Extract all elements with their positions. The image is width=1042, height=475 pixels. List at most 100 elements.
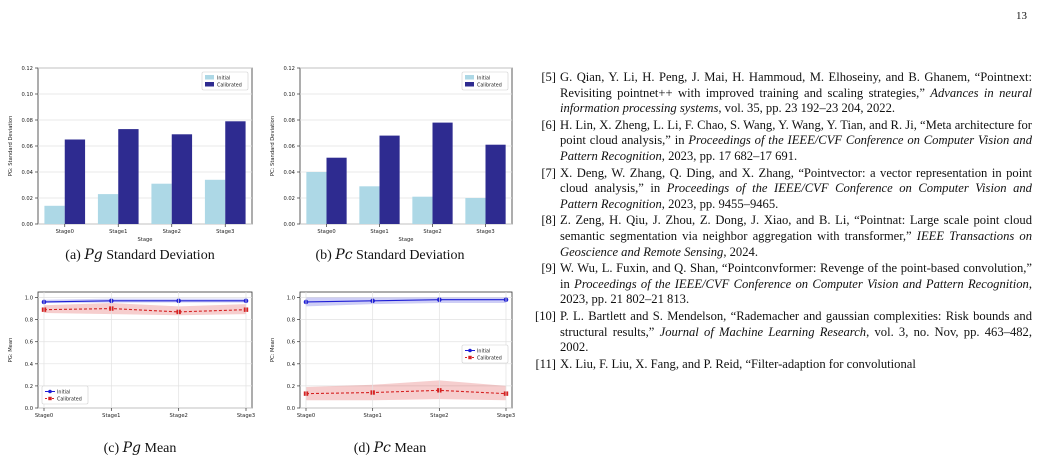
y-axis-label: PG: Mean — [8, 338, 14, 363]
legend-swatch — [205, 75, 214, 80]
chart-d-svg: 0.0 0.2 0.4 0.6 0.8 1.0 PC: Mean Stage0 Stage1 St… — [270, 291, 515, 419]
reference-text: Z. Zeng, H. Qiu, J. Zhou, Z. Dong, J. Xi… — [560, 213, 1032, 243]
y-tick-label: 0.0 — [287, 406, 295, 412]
caption-b: (b) Pc Standard Deviation — [315, 247, 465, 263]
series-line — [305, 389, 507, 395]
y-tick-label: 0.4 — [287, 362, 296, 368]
y-tick-label: 0.2 — [287, 384, 295, 390]
legend-marker — [468, 348, 472, 353]
x-tick-label: Stage2 — [423, 229, 441, 235]
series-line — [43, 300, 246, 303]
legend-label: Initial — [57, 389, 70, 395]
legend-label: Calibrated — [477, 82, 502, 88]
caption-d: (d) Pc Mean — [353, 440, 427, 456]
y-tick-label: 0.02 — [21, 196, 33, 202]
bar — [118, 129, 139, 224]
caption-a: (a) Pg Standard Deviation — [65, 247, 215, 263]
y-tick-label: 0.10 — [21, 92, 33, 98]
x-tick-label: Stage2 — [170, 413, 188, 419]
y-tick-label: 0.8 — [25, 318, 33, 324]
x-axis-label: Stage — [138, 237, 153, 243]
y-tick-label: 0.6 — [287, 340, 295, 346]
confidence-band — [306, 380, 506, 401]
y-axis-label: PG: Standard Deviation — [8, 116, 14, 177]
y-tick-label: 0.12 — [283, 66, 295, 72]
legend-label: Initial — [477, 75, 490, 81]
reference-text: , 2024. — [723, 244, 758, 259]
y-tick-label: 1.0 — [25, 296, 33, 302]
legend-box — [461, 344, 509, 364]
reference-number: [9] — [541, 261, 556, 276]
reference-text: , 2023, pp. 21 802–21 813. — [560, 276, 1032, 307]
legend-label: Calibrated — [477, 355, 502, 361]
y-tick-label: 0.00 — [21, 222, 33, 228]
x-tick-label: Stage3 — [476, 229, 494, 235]
reference-text: , 2023, pp. 9455–9465. — [661, 196, 779, 211]
reference-item: [10] P. L. Bartlett and S. Mendelson, “Ra… — [524, 309, 1032, 356]
x-tick-label: Stage0 — [56, 229, 74, 235]
chart-panel-c: 0.0 0.2 0.4 0.6 0.8 1.0 PG: Mean Stage0 Stage1 St… — [0, 284, 260, 424]
bar — [485, 144, 506, 224]
y-tick-label: 0.08 — [21, 118, 33, 124]
bar — [44, 205, 65, 224]
legend-swatch — [205, 82, 214, 87]
page-number: 13 — [1016, 10, 1027, 22]
x-tick-label: Stage1 — [364, 413, 382, 419]
y-tick-label: 0.2 — [25, 384, 33, 390]
reference-text: X. Deng, W. Zhang, Q. Ding, and X. Zhang… — [560, 165, 1032, 196]
bar — [151, 183, 172, 224]
y-tick-label: 1.0 — [287, 296, 295, 302]
reference-item: [8] Z. Zeng, H. Qiu, J. Zhou, Z. Dong, J.… — [524, 213, 1032, 260]
reference-venue: Journal of Machine Learning Research — [659, 324, 867, 339]
bar — [97, 194, 119, 224]
y-tick-label: 0.06 — [21, 144, 33, 150]
legend-swatch — [465, 82, 474, 87]
bar — [306, 172, 327, 224]
y-tick-label: 0.6 — [25, 340, 33, 346]
x-axis-label: Stage — [399, 237, 414, 243]
x-tick-label: Stage1 — [370, 229, 388, 235]
x-tick-label: Stage2 — [163, 229, 181, 235]
y-tick-label: 0.00 — [283, 222, 295, 228]
legend-marker — [48, 396, 52, 401]
reference-number: [8] — [541, 213, 556, 228]
legend-marker — [468, 355, 472, 360]
bar — [225, 121, 246, 224]
bar — [204, 179, 226, 224]
y-tick-label: 0.02 — [283, 196, 295, 202]
reference-number: [6] — [541, 117, 556, 132]
x-tick-label: Stage1 — [102, 413, 120, 419]
x-tick-label: Stage0 — [317, 229, 335, 235]
y-tick-label: 0.8 — [287, 318, 295, 324]
x-tick-label: Stage0 — [35, 413, 53, 419]
legend-label: Calibrated — [217, 82, 242, 88]
y-tick-label: 0.04 — [283, 170, 295, 176]
reference-text: H. Lin, X. Zheng, L. Li, F. Chao, S. Wan… — [560, 117, 1032, 148]
y-axis-label: PC: Mean — [270, 338, 276, 362]
reference-text: , 2023, pp. 17 682–17 691. — [661, 148, 798, 163]
reference-venue: Advances in neural information processin… — [560, 85, 1032, 116]
reference-venue: Proceedings of the IEEE/CVF Conference o… — [574, 276, 1029, 291]
reference-text: G. Qian, Y. Li, H. Peng, J. Mai, H. Hamm… — [560, 70, 1032, 100]
x-tick-label: Stage3 — [216, 229, 234, 235]
reference-text: , vol. 3, no. Nov, pp. 463–482, 2002. — [560, 324, 1032, 355]
legend-marker — [48, 389, 52, 394]
series-line — [305, 299, 506, 303]
chart-panel-d: 0.0 0.2 0.4 0.6 0.8 1.0 PC: Mean Stage0 Stage1 St… — [262, 284, 520, 424]
reference-number: [7] — [541, 165, 556, 180]
bar — [326, 157, 347, 224]
bar — [171, 134, 193, 224]
y-tick-label: 0.12 — [21, 66, 33, 72]
figure-area: 0.00 0.02 0.04 0.06 0.08 0.10 0.12 PG: Standard… — [0, 0, 520, 475]
series-line — [43, 308, 247, 313]
chart-panel-b: 0.00 0.02 0.04 0.06 0.08 0.10 0.12 PC: Standard… — [262, 62, 520, 244]
legend-label: Initial — [477, 348, 490, 354]
legend-label: Initial — [217, 75, 230, 81]
reference-number: [10] — [535, 308, 556, 323]
y-axis-label: PC: Standard Deviation — [270, 116, 276, 176]
chart-b-svg: 0.00 0.02 0.04 0.06 0.08 0.10 0.12 PC: Standard… — [270, 66, 513, 243]
reference-text: P. L. Bartlett and S. Mendelson, “Radema… — [560, 308, 1032, 339]
